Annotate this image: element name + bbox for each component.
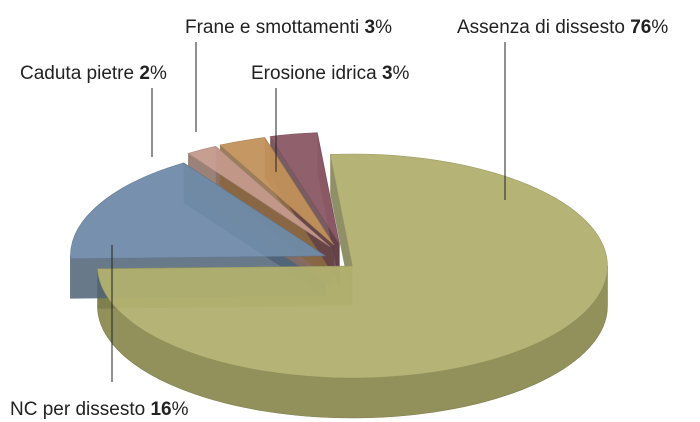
slice-name: Erosione idrica — [251, 63, 377, 84]
slice-unit: % — [651, 17, 668, 38]
slice-value: 3 — [382, 63, 393, 84]
slice-value: 3 — [365, 17, 376, 38]
slice-name: Assenza di dissesto — [457, 17, 625, 38]
slice-name: Frane e smottamenti — [185, 17, 359, 38]
pie-slice — [70, 162, 327, 259]
slice-value: 16 — [150, 399, 171, 420]
slice-tops — [70, 132, 608, 379]
slice-label: NC per dissesto 16% — [10, 399, 189, 420]
slice-label: Assenza di dissesto 76% — [457, 17, 668, 38]
slice-label: Frane e smottamenti 3% — [185, 17, 392, 38]
slice-unit: % — [172, 399, 189, 420]
slice-name: NC per dissesto — [10, 399, 145, 420]
pie-slice — [219, 137, 335, 246]
slice-label: Caduta pietre 2% — [20, 63, 167, 84]
slice-unit: % — [393, 63, 410, 84]
slice-unit: % — [375, 17, 392, 38]
pie-slice — [269, 132, 340, 245]
slice-label: Erosione idrica 3% — [251, 63, 410, 84]
slice-name: Caduta pietre — [20, 63, 134, 84]
pie-slice — [187, 145, 331, 247]
slice-unit: % — [150, 63, 167, 84]
slice-value: 76 — [630, 17, 651, 38]
slice-value: 2 — [139, 63, 150, 84]
